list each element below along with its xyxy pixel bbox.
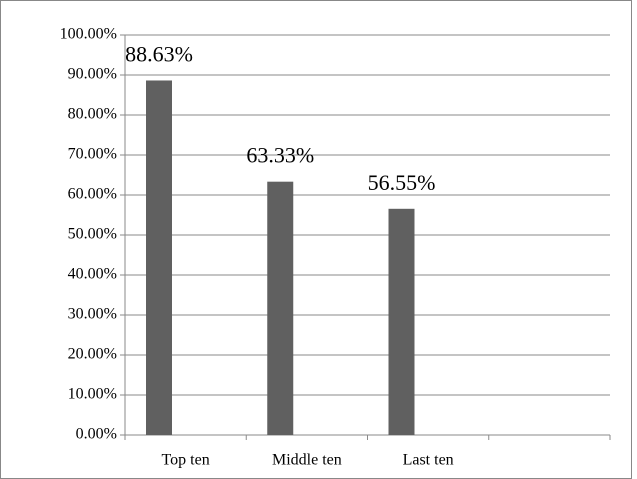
- y-tick-label: 30.00%: [68, 306, 117, 323]
- x-tick-label: Top ten: [162, 452, 210, 469]
- bar: [267, 181, 294, 435]
- y-tick-label: 80.00%: [68, 106, 117, 123]
- y-tick-label: 20.00%: [68, 346, 117, 363]
- y-tick-label: 0.00%: [76, 426, 117, 443]
- x-tick-label: Middle ten: [272, 452, 342, 469]
- value-label: 88.63%: [125, 42, 193, 67]
- y-tick-label: 90.00%: [68, 66, 117, 83]
- bar: [388, 208, 415, 435]
- y-tick-label: 70.00%: [68, 146, 117, 163]
- value-label: 63.33%: [246, 143, 314, 168]
- y-tick-label: 50.00%: [68, 226, 117, 243]
- bar: [146, 80, 172, 435]
- y-tick-label: 60.00%: [68, 186, 117, 203]
- x-tick-label: Last ten: [403, 452, 454, 469]
- y-tick-label: 40.00%: [68, 266, 117, 283]
- y-tick-label: 10.00%: [68, 386, 117, 403]
- value-label: 56.55%: [368, 170, 436, 195]
- y-tick-label: 100.00%: [60, 26, 117, 43]
